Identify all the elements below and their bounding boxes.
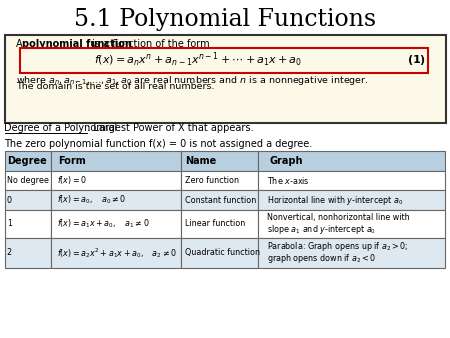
Bar bbox=[4, 238, 51, 268]
Text: Horizontal line with $y$-intercept $a_0$: Horizontal line with $y$-intercept $a_0$ bbox=[267, 194, 404, 207]
Text: polynomial function: polynomial function bbox=[22, 39, 132, 49]
Bar bbox=[181, 151, 258, 171]
Bar bbox=[4, 210, 51, 238]
Bar bbox=[181, 210, 258, 238]
Text: $f(x) = a_0, \quad a_0 \neq 0$: $f(x) = a_0, \quad a_0 \neq 0$ bbox=[57, 194, 126, 206]
Text: 0: 0 bbox=[7, 196, 12, 204]
Text: Name: Name bbox=[185, 156, 217, 166]
Bar bbox=[181, 171, 258, 190]
Text: Constant function: Constant function bbox=[185, 196, 256, 204]
Text: The zero polynomial function f(x) = 0 is not assigned a degree.: The zero polynomial function f(x) = 0 is… bbox=[4, 139, 313, 149]
Text: $f(x) = a_n x^n + a_{n-1}x^{n-1} + \cdots + a_1 x + a_0$: $f(x) = a_n x^n + a_{n-1}x^{n-1} + \cdot… bbox=[94, 51, 302, 69]
Bar bbox=[51, 190, 181, 210]
Text: Nonvertical, nonhorizontal line with: Nonvertical, nonhorizontal line with bbox=[267, 213, 410, 222]
Text: A: A bbox=[16, 39, 26, 49]
Text: : Largest Power of X that appears.: : Largest Power of X that appears. bbox=[87, 123, 253, 134]
Text: where $a_n, a_{n-1}, \ldots, a_1, a_0$ are real numbers and $n$ is a nonnegative: where $a_n, a_{n-1}, \ldots, a_1, a_0$ a… bbox=[16, 74, 369, 87]
Text: $f(x) = 0$: $f(x) = 0$ bbox=[57, 174, 87, 187]
Text: Quadratic function: Quadratic function bbox=[185, 248, 260, 257]
Text: Degree of a Polynomial: Degree of a Polynomial bbox=[4, 123, 118, 134]
Bar bbox=[4, 171, 51, 190]
Bar bbox=[258, 151, 446, 171]
Text: $\mathbf{(1)}$: $\mathbf{(1)}$ bbox=[407, 53, 426, 67]
Text: 1: 1 bbox=[7, 219, 12, 228]
Bar bbox=[258, 210, 446, 238]
Text: graph opens down if $a_2 < 0$: graph opens down if $a_2 < 0$ bbox=[267, 252, 377, 265]
Bar bbox=[51, 210, 181, 238]
Bar bbox=[51, 238, 181, 268]
Text: slope $a_1$ and $y$-intercept $a_0$: slope $a_1$ and $y$-intercept $a_0$ bbox=[267, 223, 377, 236]
Text: Graph: Graph bbox=[269, 156, 303, 166]
FancyBboxPatch shape bbox=[20, 48, 427, 73]
Bar bbox=[181, 190, 258, 210]
Text: $f(x) = a_2 x^2 + a_1 x + a_0, \quad a_2 \neq 0$: $f(x) = a_2 x^2 + a_1 x + a_0, \quad a_2… bbox=[57, 246, 177, 260]
Text: Degree: Degree bbox=[7, 156, 47, 166]
Text: Linear function: Linear function bbox=[185, 219, 245, 228]
Bar bbox=[181, 238, 258, 268]
Text: Zero function: Zero function bbox=[185, 176, 239, 185]
Bar bbox=[258, 171, 446, 190]
Bar bbox=[4, 190, 51, 210]
Text: The domain is the set of all real numbers.: The domain is the set of all real number… bbox=[16, 82, 214, 91]
Bar bbox=[4, 151, 51, 171]
Text: 2: 2 bbox=[7, 248, 12, 257]
Text: The $x$-axis: The $x$-axis bbox=[267, 175, 310, 186]
Bar bbox=[258, 238, 446, 268]
Bar bbox=[258, 190, 446, 210]
Text: 5.1 Polynomial Functions: 5.1 Polynomial Functions bbox=[74, 8, 376, 31]
Text: No degree: No degree bbox=[7, 176, 49, 185]
Text: $f(x) = a_1 x + a_0, \quad a_1 \neq 0$: $f(x) = a_1 x + a_0, \quad a_1 \neq 0$ bbox=[57, 218, 150, 230]
Bar bbox=[51, 151, 181, 171]
FancyBboxPatch shape bbox=[4, 35, 446, 123]
Text: Parabola: Graph opens up if $a_2 > 0$;: Parabola: Graph opens up if $a_2 > 0$; bbox=[267, 240, 409, 254]
Text: Form: Form bbox=[58, 156, 86, 166]
Bar bbox=[51, 171, 181, 190]
Text: is a function of the form: is a function of the form bbox=[89, 39, 210, 49]
